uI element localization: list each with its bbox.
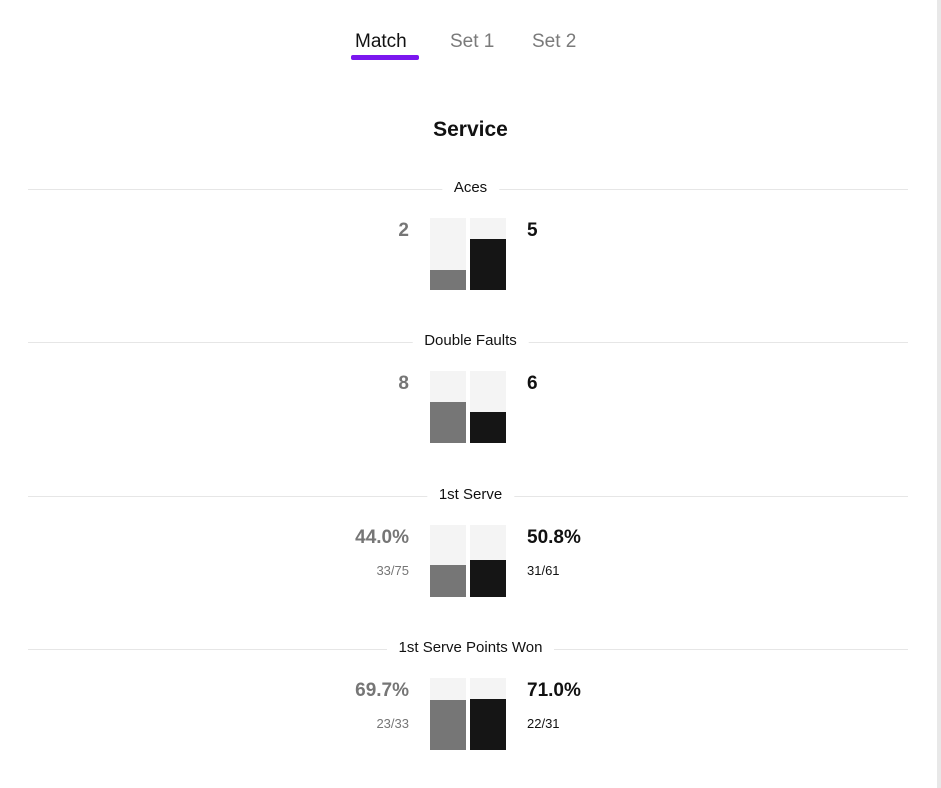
tab-set-2[interactable]: Set 2 xyxy=(532,31,577,52)
player-2-value: 50.8% xyxy=(527,527,581,548)
section-title: Service xyxy=(433,118,508,141)
player-1-bar-track xyxy=(430,525,466,597)
scrollbar[interactable] xyxy=(937,0,941,788)
player-1-subvalue: 23/33 xyxy=(376,716,409,731)
player-2-subvalue: 22/31 xyxy=(527,716,560,731)
stat-label: 1st Serve Points Won xyxy=(386,639,555,656)
player-1-bar-track xyxy=(430,678,466,750)
stat-label: Double Faults xyxy=(412,332,529,349)
tab-set-1[interactable]: Set 1 xyxy=(450,31,495,52)
player-1-bar-track xyxy=(430,218,466,290)
player-2-bar xyxy=(470,412,506,443)
stat-first-serve: 1st Serve 44.0% 33/75 50.8% 31/61 xyxy=(0,486,941,618)
stat-double-faults: Double Faults 8 6 xyxy=(0,332,941,464)
player-1-value: 2 xyxy=(398,220,409,241)
stat-first-serve-points-won: 1st Serve Points Won 69.7% 23/33 71.0% 2… xyxy=(0,639,941,771)
stat-label: 1st Serve xyxy=(426,486,515,503)
player-2-value: 6 xyxy=(527,373,538,394)
player-2-bar xyxy=(470,560,506,597)
player-2-bar xyxy=(470,238,506,290)
tab-match[interactable]: Match xyxy=(355,31,407,52)
active-tab-indicator xyxy=(351,55,419,60)
player-2-bar-track xyxy=(470,371,506,443)
tab-bar: Match Set 1 Set 2 xyxy=(0,26,941,66)
player-2-bar-track xyxy=(470,218,506,290)
player-1-bar xyxy=(430,565,466,597)
stat-aces: Aces 2 5 xyxy=(0,179,941,311)
player-1-subvalue: 33/75 xyxy=(376,563,409,578)
player-1-bar-track xyxy=(430,371,466,443)
player-2-value: 71.0% xyxy=(527,680,581,701)
player-1-value: 69.7% xyxy=(355,680,409,701)
player-1-bar xyxy=(430,699,466,750)
player-1-value: 44.0% xyxy=(355,527,409,548)
player-1-bar xyxy=(430,401,466,443)
player-2-value: 5 xyxy=(527,220,538,241)
player-2-bar-track xyxy=(470,525,506,597)
player-1-value: 8 xyxy=(398,373,409,394)
player-2-bar xyxy=(470,698,506,750)
player-1-bar xyxy=(430,269,466,290)
player-2-subvalue: 31/61 xyxy=(527,563,560,578)
stat-label: Aces xyxy=(441,179,500,196)
player-2-bar-track xyxy=(470,678,506,750)
